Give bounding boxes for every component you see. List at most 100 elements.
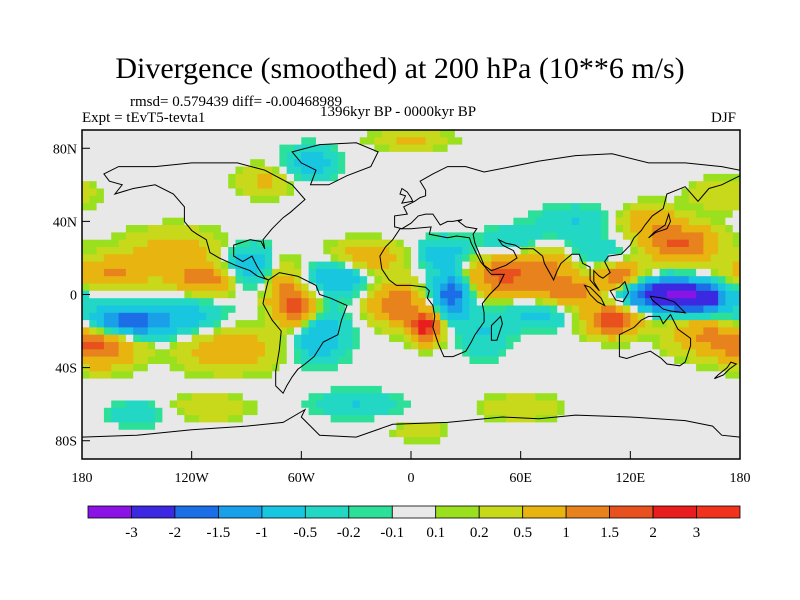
field-cell <box>301 305 310 314</box>
field-cell <box>506 393 536 402</box>
field-cell <box>447 298 456 307</box>
field-cell <box>425 261 434 270</box>
field-cell <box>235 320 266 328</box>
field-cell <box>411 290 419 299</box>
field-cell <box>381 232 427 241</box>
field-cell <box>330 385 383 394</box>
field-cell <box>316 283 324 292</box>
field-cell <box>323 298 332 307</box>
colorbar-swatch <box>348 505 393 519</box>
colorbar-swatch <box>478 505 524 519</box>
field-cell <box>586 254 609 263</box>
field-cell <box>476 400 485 409</box>
field-cell <box>308 312 317 321</box>
field-cell <box>279 298 288 307</box>
field-cell <box>169 312 207 321</box>
field-cell <box>308 349 332 358</box>
field-cell <box>411 283 419 292</box>
field-cell <box>645 298 653 307</box>
field-cell <box>491 268 522 277</box>
field-cell <box>169 342 178 350</box>
field-cell <box>432 342 441 350</box>
field-cell <box>352 334 361 343</box>
field-cell <box>279 261 295 270</box>
field-cell <box>294 283 302 292</box>
field-cell <box>608 232 624 241</box>
field-cell <box>352 400 361 409</box>
field-cell <box>337 356 354 365</box>
field-cell <box>294 327 302 336</box>
field-cell <box>557 400 566 409</box>
field-cell <box>630 305 639 314</box>
colorbar-label: -3 <box>125 525 138 541</box>
field-cell <box>381 130 441 138</box>
field-cell <box>418 327 427 336</box>
y-tick-label: 40S <box>55 362 77 377</box>
field-cell <box>601 210 609 219</box>
field-cell <box>469 283 478 292</box>
field-cell <box>272 268 302 277</box>
field-cell <box>228 393 244 402</box>
field-cell <box>432 312 441 321</box>
field-cell <box>469 290 478 299</box>
field-cell <box>425 312 434 321</box>
field-cell <box>330 173 339 182</box>
field-cell <box>184 371 215 380</box>
field-cell <box>264 283 273 292</box>
field-cell <box>447 334 456 343</box>
field-cell <box>637 239 653 248</box>
field-cell <box>440 290 463 299</box>
field-cell <box>696 349 726 358</box>
field-cell <box>535 393 558 402</box>
field-cell <box>432 144 449 153</box>
field-cell <box>732 320 740 328</box>
colorbar: -3 -2 -1.5 -1 -0.5 -0.2 -0.1 0.1 0.2 0.5 1 1.5 2 3 <box>87 505 741 541</box>
field-cell <box>359 334 390 343</box>
coastline-japan <box>648 212 672 239</box>
field-cell <box>250 239 259 248</box>
field-cell <box>403 247 412 255</box>
field-cell <box>564 305 573 314</box>
field-cell <box>111 407 156 416</box>
field-cell <box>206 312 222 321</box>
field-cell <box>82 334 105 343</box>
field-cell <box>403 239 419 248</box>
field-cell <box>367 320 390 328</box>
field-cell <box>316 312 324 321</box>
field-cell <box>462 305 471 314</box>
colorbar-label: -2 <box>169 525 182 541</box>
field-cell <box>630 268 639 277</box>
field-cell <box>688 181 697 190</box>
field-cell <box>82 159 251 168</box>
x-tick-label: 180 <box>72 471 93 486</box>
field-cell <box>462 137 740 146</box>
field-cell <box>601 217 609 226</box>
field-cell <box>718 268 734 277</box>
field-cell <box>440 283 449 292</box>
field-cell <box>696 283 712 292</box>
field-cell <box>498 349 507 358</box>
field-cell <box>615 334 639 343</box>
field-cell <box>96 181 229 190</box>
field-cell <box>608 334 617 343</box>
field-cell <box>264 305 273 314</box>
field-cell <box>301 261 310 270</box>
field-cell <box>133 364 149 372</box>
field-cell <box>352 290 361 299</box>
field-cell <box>111 364 134 372</box>
contour-field <box>82 130 740 459</box>
field-cell <box>367 298 383 307</box>
field-cell <box>484 225 500 233</box>
colorbar-swatch <box>174 505 219 519</box>
field-cell <box>454 342 463 350</box>
field-cell <box>279 305 288 314</box>
field-cell <box>301 312 310 321</box>
field-cell <box>491 261 558 270</box>
field-cell <box>301 137 317 146</box>
field-cell <box>601 290 609 299</box>
field-cell <box>82 130 368 138</box>
field-cell <box>718 364 740 372</box>
field-cell <box>579 327 588 336</box>
field-cell <box>367 276 375 285</box>
field-cell <box>506 415 536 423</box>
